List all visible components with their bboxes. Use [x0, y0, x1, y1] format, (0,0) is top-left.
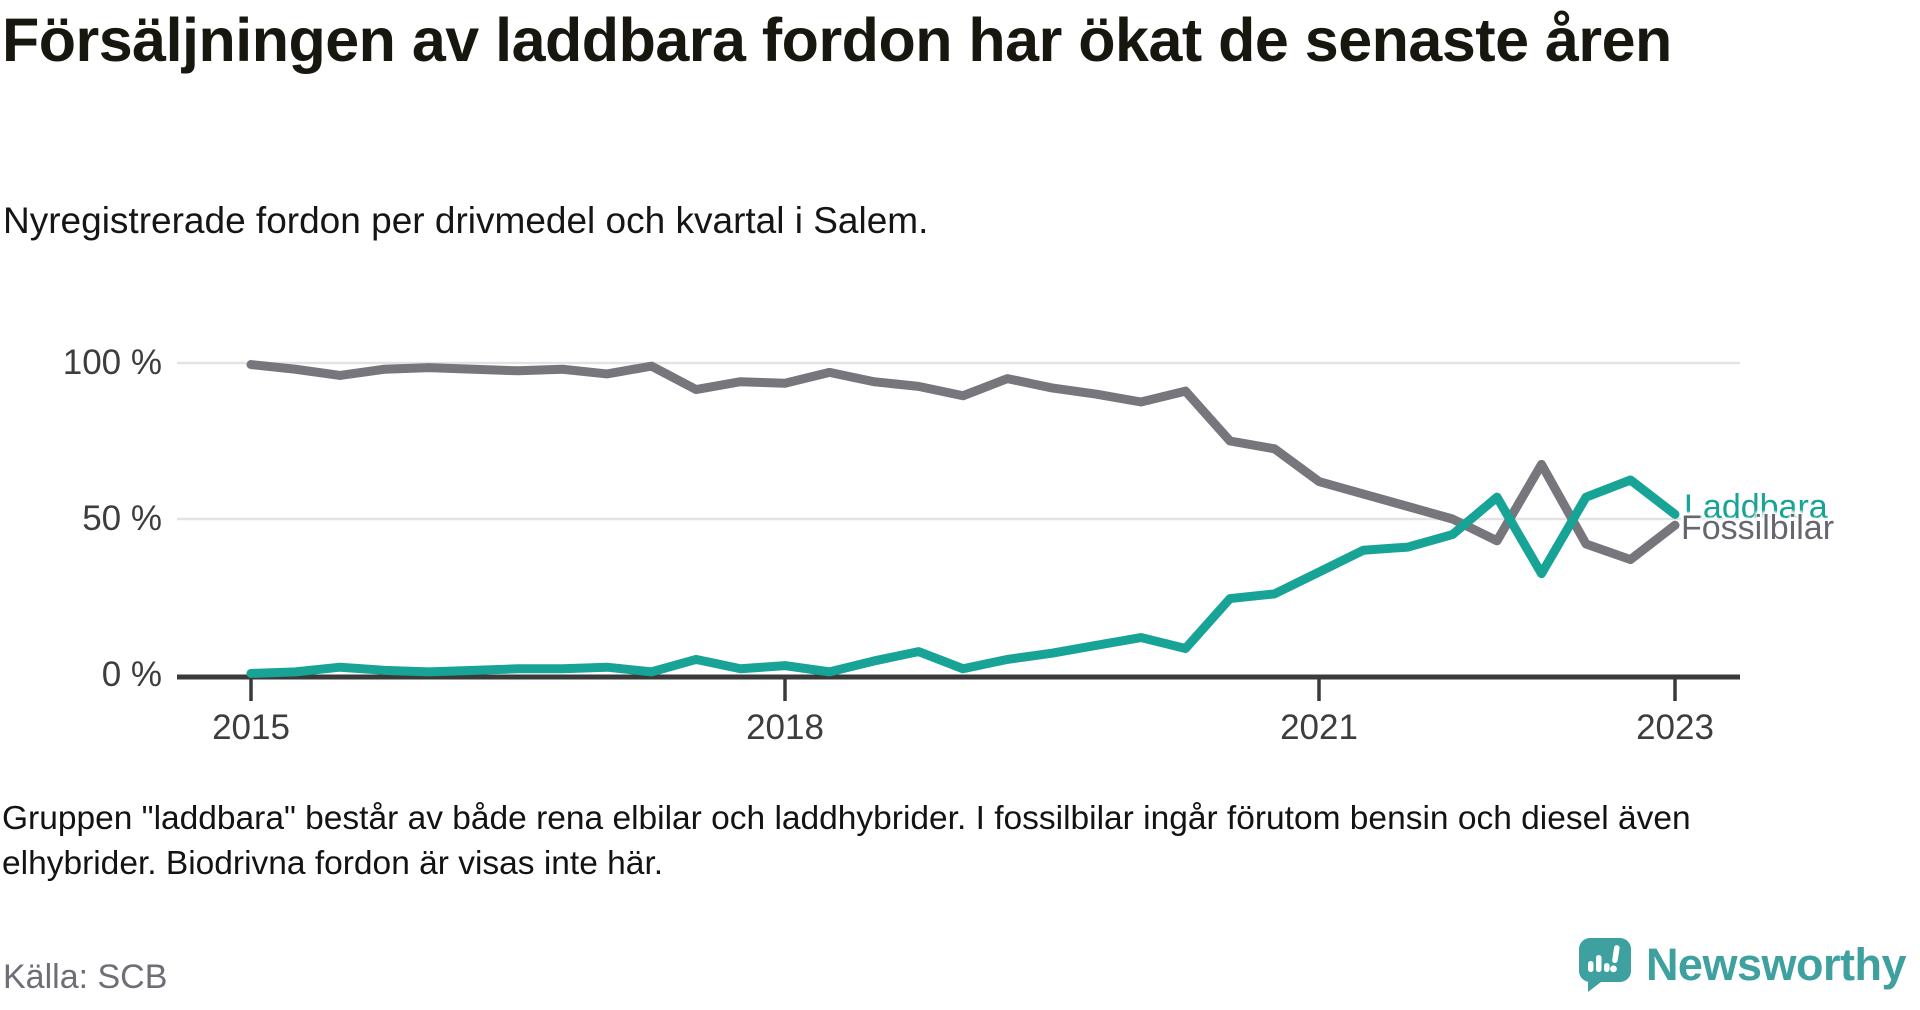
- page-title: Försäljningen av laddbara fordon har öka…: [2, 6, 1672, 74]
- y-axis-tick-100: 100 %: [62, 343, 162, 382]
- x-axis-tick-2021: 2021: [1280, 708, 1358, 747]
- page-subtitle: Nyregistrerade fordon per drivmedel och …: [3, 200, 929, 241]
- newsworthy-logo: Newsworthy: [1578, 938, 1907, 992]
- x-axis-tick-2015: 2015: [212, 708, 290, 747]
- legend-label-laddbara: Laddbara: [1684, 488, 1828, 526]
- fossilbilar-line: [246, 360, 1680, 565]
- newsworthy-logo-text: Newsworthy: [1645, 939, 1907, 990]
- legend-label-fossilbilar: Fossilbilar: [1681, 509, 1835, 547]
- source-label: Källa: SCB: [3, 958, 168, 996]
- x-axis-tick-2023: 2023: [1636, 708, 1714, 747]
- x-axis-tick-2018: 2018: [746, 708, 824, 747]
- y-axis-tick-0: 0 %: [101, 655, 162, 694]
- y-axis-tick-50: 50 %: [82, 499, 162, 538]
- laddbara-line: [246, 475, 1680, 678]
- newsworthy-logo-icon: [1578, 938, 1631, 992]
- footnote: Gruppen "laddbara" består av både rena e…: [2, 800, 1691, 882]
